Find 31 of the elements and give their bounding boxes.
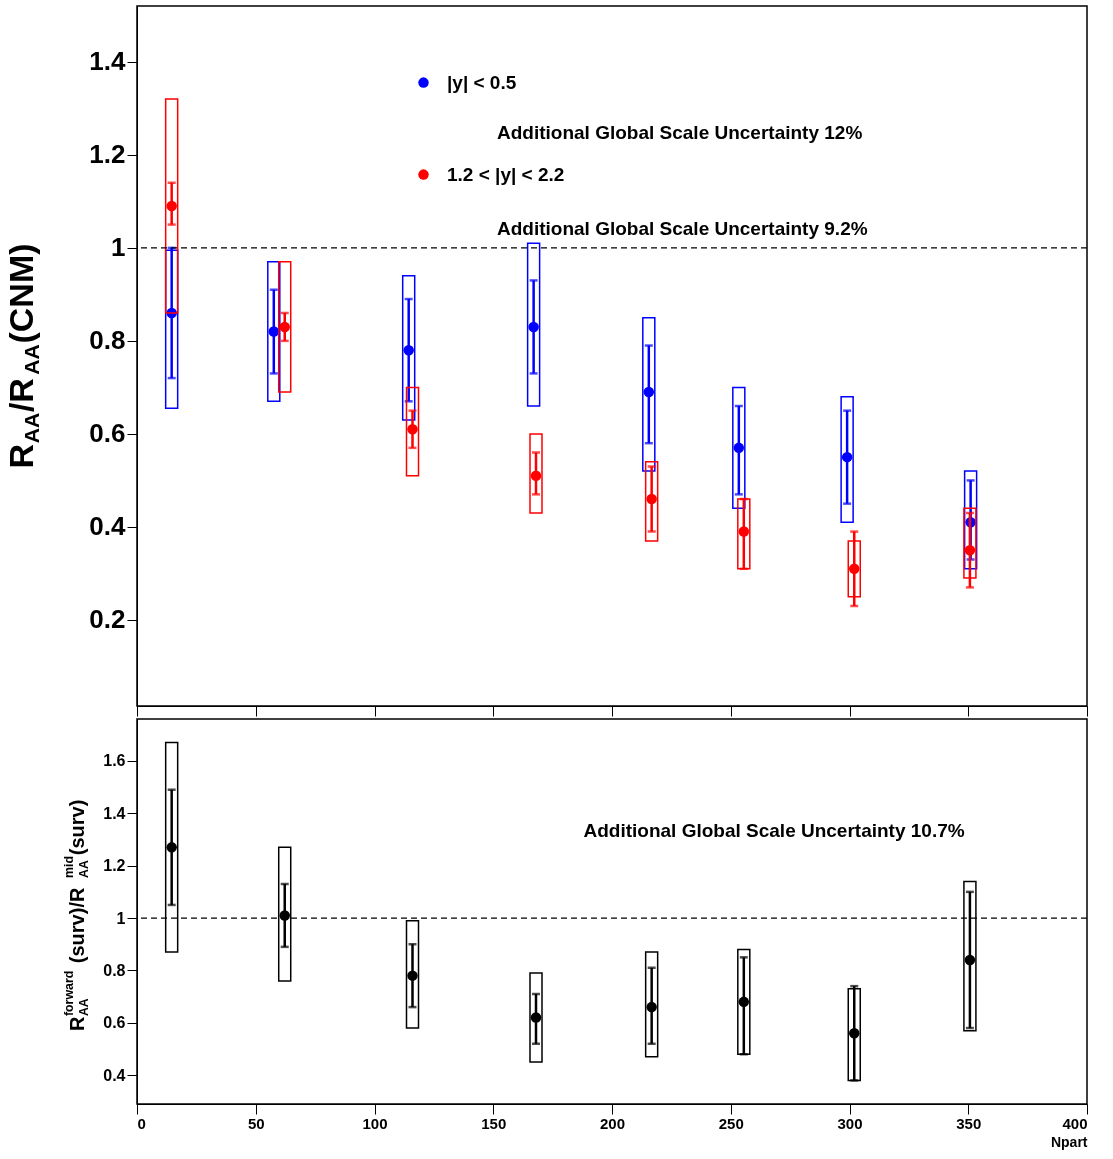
x-tick-label: 400 <box>1062 1114 1088 1132</box>
x-tick-label: 200 <box>599 1114 626 1132</box>
y-tick-label: 0.6 <box>103 1014 126 1032</box>
x-tick-label: 250 <box>718 1114 744 1132</box>
annotation: Additional Global Scale Uncertainty 12% <box>497 122 863 144</box>
legend-label: 1.2 < |y| < 2.2 <box>447 163 565 185</box>
y-tick-label: 0.6 <box>89 418 126 449</box>
y-tick-label: 1.2 <box>89 139 126 170</box>
x-tick-label: 50 <box>247 1114 265 1132</box>
y-tick-label: 1.6 <box>103 752 126 770</box>
y-tick-label: 1.4 <box>103 804 126 822</box>
y-tick-label: 1 <box>116 909 126 927</box>
annotation: Additional Global Scale Uncertainty 10.7% <box>583 819 965 841</box>
x-tick-label: 0 <box>137 1114 146 1132</box>
x-tick-label: 100 <box>362 1114 388 1132</box>
y-tick-label: 1.2 <box>103 857 126 875</box>
y-tick-label: 1.4 <box>89 46 127 77</box>
y-axis-title: RAA/RAA(CNM) <box>2 243 44 469</box>
y-tick-label: 0.4 <box>103 1066 126 1084</box>
annotation: Additional Global Scale Uncertainty 9.2% <box>497 218 868 240</box>
x-axis-title: Npart <box>1050 1133 1088 1150</box>
legend-label: |y| < 0.5 <box>447 71 517 93</box>
y-tick-label: 0.8 <box>103 961 126 979</box>
y-tick-label: 0.2 <box>89 604 126 635</box>
x-tick-label: 150 <box>481 1114 507 1132</box>
text: RforwardAA(surv)/RmidAA(surv) <box>62 799 92 1031</box>
x-tick-label: 350 <box>956 1114 982 1132</box>
y-tick-label: 0.4 <box>89 511 127 542</box>
y-tick-label: 1 <box>111 232 126 263</box>
y-tick-label: 0.8 <box>89 325 126 356</box>
x-tick-label: 300 <box>837 1114 863 1132</box>
